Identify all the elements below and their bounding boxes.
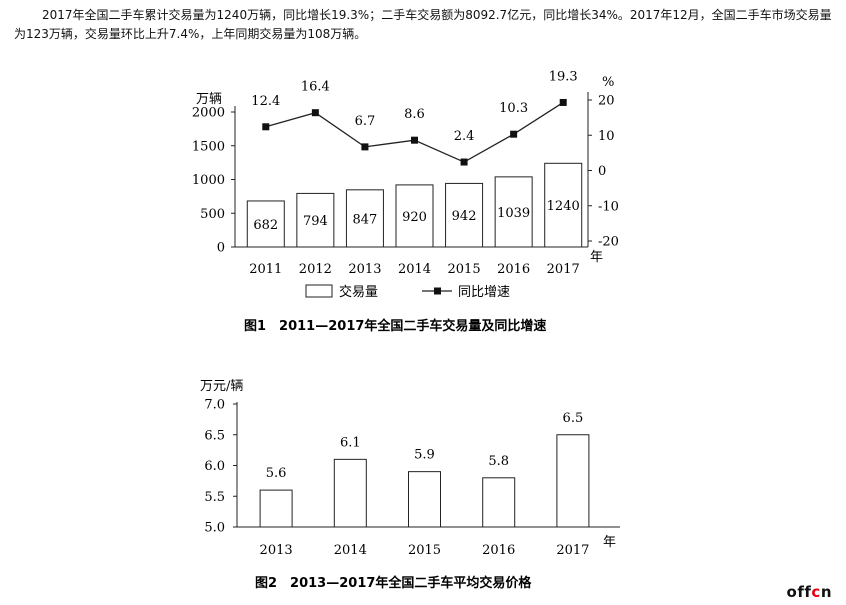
chart1-right-tick-label: -10 — [598, 199, 619, 214]
chart1-growth-marker — [559, 98, 567, 106]
chart1-x-tick-label: 2012 — [299, 262, 332, 277]
chart2-x-tick-label: 2013 — [260, 543, 293, 558]
chart1-x-tick-label: 2016 — [497, 262, 530, 277]
chart1-growth-label: 10.3 — [499, 101, 528, 116]
chart2-bar-label: 5.8 — [488, 454, 509, 469]
chart1-growth-label: 19.3 — [549, 69, 578, 84]
watermark-text: offcn — [786, 583, 832, 601]
chart1-x-tick-label: 2015 — [448, 262, 481, 277]
chart1-bar-label: 794 — [303, 214, 328, 229]
intro-paragraph: 2017年全国二手车累计交易量为1240万辆，同比增长19.3%；二手车交易额为… — [14, 8, 832, 41]
chart2-bar — [482, 477, 516, 528]
chart2-x-tick-label: 2016 — [482, 543, 515, 558]
chart2-y-tick-label: 6.0 — [204, 459, 225, 474]
chart2-x-tick-label: 2017 — [556, 543, 589, 558]
chart2-y-tick-label: 5.0 — [204, 521, 225, 536]
chart1-x-tick-label: 2011 — [249, 262, 282, 277]
chart1-right-unit: % — [602, 75, 614, 90]
chart1-bar — [445, 182, 484, 248]
chart1-legend-bar-swatch — [305, 284, 333, 298]
chart2-bar-label: 5.9 — [414, 448, 435, 463]
chart1-growth-marker — [460, 158, 468, 166]
chart1-bar — [296, 192, 335, 248]
chart2-x-tick-label: 2015 — [408, 543, 441, 558]
chart1-legend-line-label: 同比增速 — [458, 285, 510, 300]
chart1-left-tick-label: 0 — [217, 241, 225, 256]
chart1-growth-marker — [311, 109, 319, 117]
chart1-right-tick-label: 20 — [598, 94, 615, 109]
chart1-left-tick-label: 500 — [200, 207, 225, 222]
chart2-x-tick-label: 2014 — [334, 543, 367, 558]
chart1-x-tick-label: 2014 — [398, 262, 431, 277]
chart1-x-tick-label: 2013 — [348, 262, 381, 277]
chart1-growth-label: 6.7 — [355, 114, 376, 129]
chart2-bar-label: 6.5 — [563, 411, 584, 426]
chart2-bar-label: 6.1 — [340, 435, 361, 450]
chart1-bar-label: 942 — [452, 209, 477, 224]
chart2-bar — [333, 458, 367, 528]
chart1-bar — [494, 176, 533, 248]
chart1-left-unit: 万辆 — [196, 92, 222, 107]
chart2-title: 图2 2013—2017年全国二手车平均交易价格 — [255, 575, 532, 591]
chart1-x-tick-label: 2017 — [547, 262, 580, 277]
chart1-growth-label: 2.4 — [454, 129, 475, 144]
chart2-bar — [408, 471, 441, 528]
chart1-bar-label: 1240 — [547, 199, 580, 214]
chart1-title: 图1 2011—2017年全国二手车交易量及同比增速 — [244, 318, 546, 334]
chart1-growth-marker — [262, 123, 270, 131]
chart2-y-tick-label: 6.5 — [204, 428, 225, 443]
chart2-bar-label: 5.6 — [266, 466, 287, 481]
chart1-right-tick-label: 10 — [598, 129, 615, 144]
chart1-growth-label: 12.4 — [251, 94, 280, 109]
chart1-right-tick-label: 0 — [598, 164, 606, 179]
chart1-x-unit: 年 — [590, 250, 603, 265]
offcn-watermark: offcn — [787, 583, 832, 601]
chart2-y-unit: 万元/辆 — [200, 379, 243, 394]
chart1-legend-bar-label: 交易量 — [339, 284, 378, 300]
chart1-bar-label: 1039 — [497, 206, 530, 221]
chart1-growth-marker — [510, 130, 518, 138]
chart1-growth-label: 16.4 — [301, 80, 330, 95]
chart2-y-tick-label: 5.5 — [204, 490, 225, 505]
chart2-bar — [259, 489, 293, 528]
chart2-x-unit: 年 — [603, 535, 616, 550]
chart1-growth-label: 8.6 — [404, 107, 425, 122]
chart2-bar — [556, 434, 590, 528]
chart1-left-tick-label: 2000 — [192, 106, 225, 121]
chart1-bar — [395, 184, 434, 248]
chart1-bar-label: 682 — [253, 218, 278, 233]
chart1-legend-line-marker — [434, 287, 441, 295]
chart1-bar-label: 920 — [402, 210, 427, 225]
chart1-bar — [246, 200, 285, 248]
chart1-bar-label: 847 — [353, 212, 378, 227]
chart1-left-tick-label: 1000 — [192, 173, 225, 188]
chart2-y-tick-label: 7.0 — [204, 398, 225, 413]
chart1-growth-marker — [411, 136, 418, 144]
chart1-bar — [544, 162, 583, 248]
chart1-growth-marker — [361, 143, 369, 151]
chart1-right-tick-label: -20 — [598, 235, 619, 250]
chart1-left-tick-label: 1500 — [192, 139, 225, 154]
chart1-bar — [345, 189, 384, 248]
